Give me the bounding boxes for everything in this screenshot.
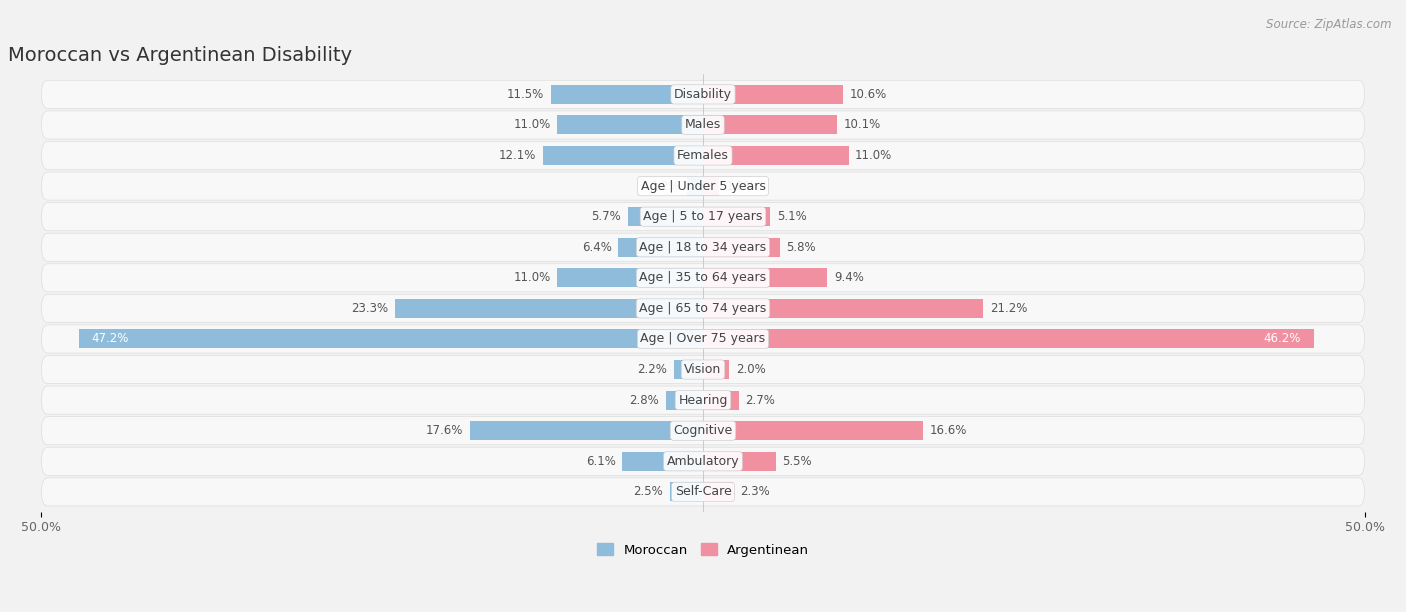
FancyBboxPatch shape: [41, 80, 1365, 108]
FancyBboxPatch shape: [41, 478, 1365, 506]
Text: 23.3%: 23.3%: [352, 302, 388, 315]
Text: 10.6%: 10.6%: [849, 88, 887, 101]
Text: Ambulatory: Ambulatory: [666, 455, 740, 468]
Text: 11.5%: 11.5%: [508, 88, 544, 101]
Bar: [703, 421, 922, 440]
Text: Age | 35 to 64 years: Age | 35 to 64 years: [640, 271, 766, 285]
Text: Vision: Vision: [685, 363, 721, 376]
FancyBboxPatch shape: [41, 294, 1365, 323]
FancyBboxPatch shape: [41, 203, 1365, 231]
Text: 5.5%: 5.5%: [782, 455, 813, 468]
Text: 10.1%: 10.1%: [844, 119, 880, 132]
Bar: [627, 207, 703, 226]
FancyBboxPatch shape: [41, 141, 1365, 170]
Text: Hearing: Hearing: [678, 394, 728, 406]
Text: 6.4%: 6.4%: [582, 241, 612, 254]
Bar: [703, 360, 730, 379]
FancyBboxPatch shape: [41, 111, 1365, 139]
FancyBboxPatch shape: [41, 356, 1365, 384]
Text: 2.2%: 2.2%: [637, 363, 668, 376]
Text: 11.0%: 11.0%: [513, 271, 551, 285]
FancyBboxPatch shape: [41, 172, 1365, 200]
Text: Cognitive: Cognitive: [673, 424, 733, 437]
FancyBboxPatch shape: [41, 233, 1365, 261]
Text: 17.6%: 17.6%: [426, 424, 464, 437]
Text: 11.0%: 11.0%: [855, 149, 893, 162]
Bar: [703, 482, 734, 501]
Text: 21.2%: 21.2%: [990, 302, 1028, 315]
Text: Moroccan vs Argentinean Disability: Moroccan vs Argentinean Disability: [8, 46, 353, 65]
Bar: [703, 207, 770, 226]
Bar: [666, 390, 703, 409]
Text: 6.1%: 6.1%: [586, 455, 616, 468]
FancyBboxPatch shape: [41, 447, 1365, 476]
Bar: [557, 268, 703, 287]
Text: Self-Care: Self-Care: [675, 485, 731, 498]
Legend: Moroccan, Argentinean: Moroccan, Argentinean: [592, 538, 814, 562]
Bar: [619, 238, 703, 256]
Text: 2.8%: 2.8%: [630, 394, 659, 406]
FancyBboxPatch shape: [41, 417, 1365, 445]
Bar: [703, 452, 776, 471]
Text: 1.2%: 1.2%: [651, 179, 681, 193]
Bar: [703, 85, 844, 104]
Text: 2.5%: 2.5%: [634, 485, 664, 498]
Bar: [669, 482, 703, 501]
Text: 2.7%: 2.7%: [745, 394, 775, 406]
FancyBboxPatch shape: [41, 325, 1365, 353]
Bar: [703, 390, 738, 409]
Text: 46.2%: 46.2%: [1264, 332, 1301, 346]
FancyBboxPatch shape: [41, 386, 1365, 414]
Bar: [703, 268, 827, 287]
Bar: [395, 299, 703, 318]
Bar: [703, 146, 849, 165]
Text: Age | 18 to 34 years: Age | 18 to 34 years: [640, 241, 766, 254]
Text: 47.2%: 47.2%: [91, 332, 129, 346]
Bar: [703, 177, 718, 196]
Bar: [703, 116, 837, 135]
Text: 2.0%: 2.0%: [737, 363, 766, 376]
Text: 5.1%: 5.1%: [778, 210, 807, 223]
Bar: [703, 329, 1315, 348]
Text: Source: ZipAtlas.com: Source: ZipAtlas.com: [1267, 18, 1392, 31]
Bar: [688, 177, 703, 196]
Text: 2.3%: 2.3%: [740, 485, 770, 498]
Text: 11.0%: 11.0%: [513, 119, 551, 132]
FancyBboxPatch shape: [41, 264, 1365, 292]
Text: Age | Under 5 years: Age | Under 5 years: [641, 179, 765, 193]
Text: Disability: Disability: [673, 88, 733, 101]
Text: 16.6%: 16.6%: [929, 424, 966, 437]
Text: Age | 5 to 17 years: Age | 5 to 17 years: [644, 210, 762, 223]
Text: 5.8%: 5.8%: [786, 241, 815, 254]
Text: 1.2%: 1.2%: [725, 179, 755, 193]
Bar: [470, 421, 703, 440]
Text: 5.7%: 5.7%: [591, 210, 621, 223]
Text: Age | Over 75 years: Age | Over 75 years: [641, 332, 765, 346]
Text: Females: Females: [678, 149, 728, 162]
Bar: [79, 329, 703, 348]
Bar: [623, 452, 703, 471]
Bar: [673, 360, 703, 379]
Text: 9.4%: 9.4%: [834, 271, 863, 285]
Text: Age | 65 to 74 years: Age | 65 to 74 years: [640, 302, 766, 315]
Bar: [703, 299, 983, 318]
Text: Males: Males: [685, 119, 721, 132]
Bar: [551, 85, 703, 104]
Text: 12.1%: 12.1%: [499, 149, 536, 162]
Bar: [557, 116, 703, 135]
Bar: [543, 146, 703, 165]
Bar: [703, 238, 780, 256]
